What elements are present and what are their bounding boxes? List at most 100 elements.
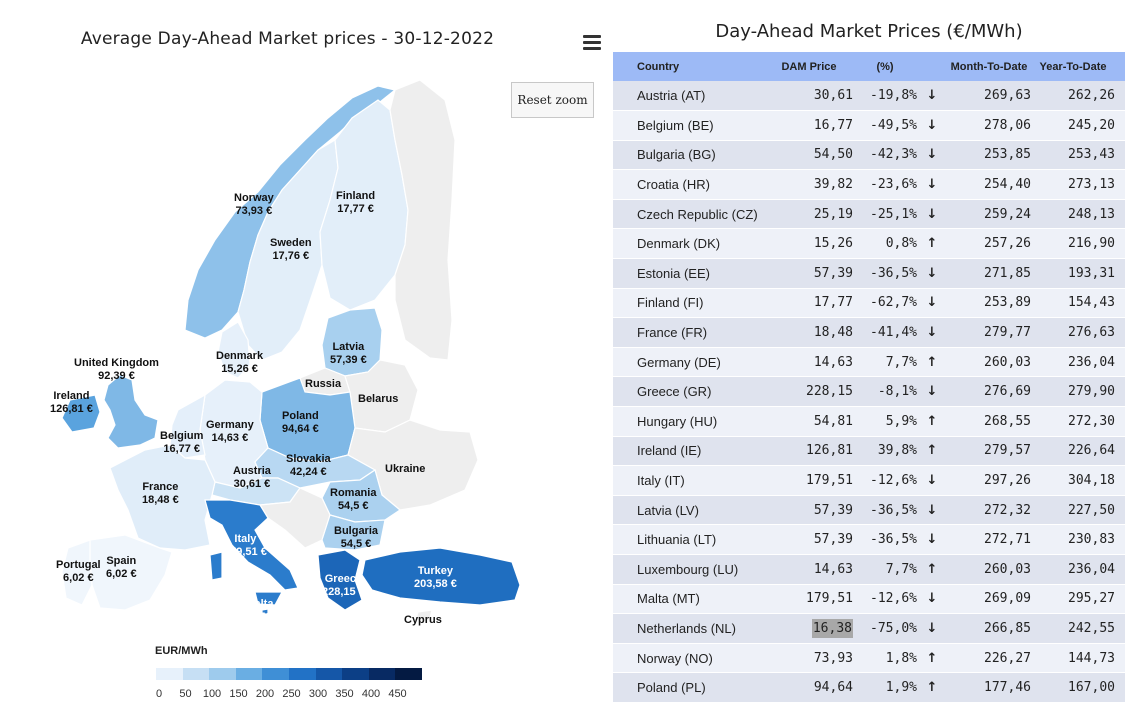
table-row[interactable]: Germany (DE) 14,63 7,7% ↑ 260,03 236,04	[613, 347, 1125, 378]
table-row[interactable]: Estonia (EE) 57,39 -36,5% ↓ 271,85 193,31	[613, 258, 1125, 289]
legend-ticks: 0 50 100 150 200 250 300 350 400 450	[148, 688, 438, 702]
arrow-down-icon: ↓	[917, 81, 947, 112]
table-row[interactable]: Czech Republic (CZ) 25,19 -25,1% ↓ 259,24 248…	[613, 199, 1125, 230]
cell-month-to-date: 278,06	[947, 110, 1031, 141]
table-row[interactable]: Finland (FI) 17,77 -62,7% ↓ 253,89 154,43	[613, 288, 1125, 319]
dam-price-value: 94,64	[813, 680, 853, 696]
cell-country: Latvia (LV)	[613, 495, 765, 526]
region-italy[interactable]	[204, 499, 299, 591]
legend-swatch	[288, 668, 316, 680]
table-row[interactable]: Malta (MT) 179,51 -12,6% ↓ 269,09 295,27	[613, 584, 1125, 615]
region-russia-north[interactable]	[389, 79, 456, 361]
cell-country: Lithuania (LT)	[613, 524, 765, 555]
cell-country: Czech Republic (CZ)	[613, 199, 765, 230]
legend-tick-label: 250	[282, 688, 301, 700]
cell-dam-price: 18,48	[765, 317, 853, 348]
label-slovakia: Slovakia 42,24 €	[286, 453, 331, 478]
region-portugal[interactable]	[61, 539, 93, 606]
cell-percent: 7,7%	[853, 347, 917, 378]
label-spain: Spain 6,02 €	[106, 555, 137, 580]
region-turkey[interactable]	[361, 547, 521, 606]
cell-percent: 5,9%	[853, 406, 917, 437]
legend-tick-label: 200	[255, 688, 275, 700]
label-belgium: Belgium 16,77 €	[160, 430, 204, 455]
cell-dam-price: 14,63	[765, 554, 853, 585]
cell-year-to-date: 236,04	[1031, 347, 1125, 378]
dam-price-value: 179,51	[806, 591, 853, 607]
cell-year-to-date: 242,55	[1031, 613, 1125, 644]
region-italy-sardinia[interactable]	[209, 551, 223, 581]
table-row[interactable]: Hungary (HU) 54,81 5,9% ↑ 268,55 272,30	[613, 406, 1125, 437]
reset-zoom-button[interactable]: Reset zoom	[511, 82, 594, 118]
table-row[interactable]: Denmark (DK) 15,26 0,8% ↑ 257,26 216,90	[613, 228, 1125, 260]
legend-tick-label: 300	[308, 688, 328, 700]
table-row[interactable]: Croatia (HR) 39,82 -23,6% ↓ 254,40 273,13	[613, 169, 1125, 200]
cell-country: Italy (IT)	[613, 465, 765, 496]
cell-country: Estonia (EE)	[613, 258, 765, 289]
cell-year-to-date: 230,83	[1031, 524, 1125, 555]
cell-year-to-date: 245,20	[1031, 110, 1125, 141]
header-month-to-date[interactable]: Month-To-Date	[947, 52, 1031, 81]
arrow-up-icon: ↑	[917, 672, 947, 703]
table-row[interactable]: Ireland (IE) 126,81 39,8% ↑ 279,57 226,64	[613, 436, 1125, 467]
table-row[interactable]: Italy (IT) 179,51 -12,6% ↓ 297,26 304,18	[613, 465, 1125, 496]
arrow-down-icon: ↓	[917, 584, 947, 615]
table-row[interactable]: Greece (GR) 228,15 -8,1% ↓ 276,69 279,90	[613, 376, 1125, 408]
price-table: Country DAM Price (%) Month-To-Date Year…	[613, 52, 1125, 703]
cell-dam-price: 94,64	[765, 672, 853, 703]
cell-year-to-date: 295,27	[1031, 584, 1125, 615]
table-row[interactable]: Bulgaria (BG) 54,50 -42,3% ↓ 253,85 253,43	[613, 140, 1125, 171]
table-row[interactable]: Norway (NO) 73,93 1,8% ↑ 226,27 144,73	[613, 643, 1125, 674]
region-france[interactable]	[109, 444, 216, 551]
region-denmark[interactable]	[217, 321, 251, 379]
cell-month-to-date: 177,46	[947, 672, 1031, 703]
table-row[interactable]: Belgium (BE) 16,77 -49,5% ↓ 278,06 245,20	[613, 110, 1125, 141]
table-row[interactable]: Latvia (LV) 57,39 -36,5% ↓ 272,32 227,50	[613, 495, 1125, 526]
cell-year-to-date: 276,63	[1031, 317, 1125, 348]
cell-month-to-date: 253,89	[947, 288, 1031, 319]
table-row[interactable]: Lithuania (LT) 57,39 -36,5% ↓ 272,71 230,83	[613, 524, 1125, 555]
region-malta[interactable]	[261, 608, 269, 615]
table-row[interactable]: Netherlands (NL) 16,38 -75,0% ↓ 266,85 242,55	[613, 613, 1125, 644]
cell-dam-price: 25,19	[765, 199, 853, 230]
cell-country: Bulgaria (BG)	[613, 140, 765, 171]
region-belgium[interactable]	[169, 393, 206, 459]
cell-month-to-date: 259,24	[947, 199, 1031, 230]
header-dam-price[interactable]: DAM Price	[765, 52, 853, 81]
region-ireland[interactable]	[61, 394, 101, 433]
cell-percent: 0,8%	[853, 228, 917, 260]
legend-swatch	[182, 668, 210, 680]
cell-percent: -36,5%	[853, 495, 917, 526]
header-year-to-date[interactable]: Year-To-Date	[1031, 52, 1125, 81]
label-finland: Finland 17,77 €	[336, 190, 376, 215]
arrow-up-icon: ↑	[917, 406, 947, 437]
cell-dam-price: 57,39	[765, 258, 853, 289]
table-row[interactable]: Austria (AT) 30,61 -19,8% ↓ 269,63 262,26	[613, 81, 1125, 112]
dam-price-value: 15,26	[813, 236, 853, 252]
map-panel: Average Day-Ahead Market prices - 30-12-…	[0, 0, 605, 705]
cell-dam-price: 179,51	[765, 584, 853, 615]
cell-percent: -12,6%	[853, 584, 917, 615]
label-russia: Russia	[305, 378, 342, 390]
cell-dam-price: 39,82	[765, 169, 853, 200]
table-row[interactable]: Poland (PL) 94,64 1,9% ↑ 177,46 167,00	[613, 672, 1125, 703]
region-cyprus[interactable]	[415, 609, 433, 620]
region-bulgaria[interactable]	[321, 514, 386, 551]
dam-price-value: 30,61	[813, 88, 853, 104]
hamburger-menu-icon[interactable]	[583, 35, 601, 51]
region-italy-sicily[interactable]	[254, 591, 284, 606]
arrow-down-icon: ↓	[917, 317, 947, 348]
header-country[interactable]: Country	[613, 52, 765, 81]
arrow-down-icon: ↓	[917, 495, 947, 526]
region-greece[interactable]	[317, 549, 363, 611]
dam-price-value: 14,63	[813, 561, 853, 577]
cell-dam-price: 179,51	[765, 465, 853, 496]
table-row[interactable]: Luxembourg (LU) 14,63 7,7% ↑ 260,03 236,04	[613, 554, 1125, 585]
label-denmark: Denmark 15,26 €	[216, 350, 264, 375]
legend-color-bar	[156, 668, 422, 680]
europe-map[interactable]	[0, 0, 605, 705]
dam-price-value: 16,38	[811, 618, 853, 638]
table-row[interactable]: France (FR) 18,48 -41,4% ↓ 279,77 276,63	[613, 317, 1125, 348]
region-united-kingdom[interactable]	[103, 374, 159, 449]
header-percent[interactable]: (%)	[853, 52, 917, 81]
